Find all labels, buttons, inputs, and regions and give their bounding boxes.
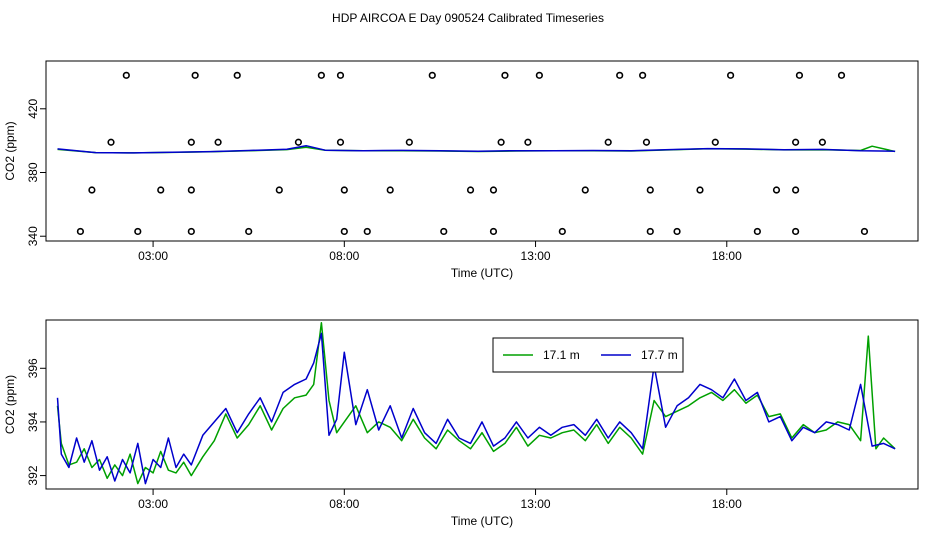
- data-point: [122, 71, 130, 79]
- x-tick-label: 03:00: [138, 497, 168, 511]
- data-point: [245, 227, 253, 236]
- x-tick-label: 18:00: [712, 497, 742, 511]
- x-tick-label: 13:00: [521, 497, 551, 511]
- series-line-0: [56, 321, 896, 485]
- data-point: [363, 227, 371, 236]
- data-point: [405, 138, 413, 146]
- y-axis-label: CO2 (ppm): [3, 375, 17, 434]
- data-point: [792, 227, 800, 236]
- data-point: [428, 71, 436, 79]
- data-point: [558, 227, 566, 236]
- legend: 17.1 m 17.7 m: [492, 337, 684, 373]
- data-point: [837, 71, 846, 79]
- y-tick-label: 380: [26, 162, 40, 182]
- data-point: [646, 227, 654, 236]
- top-panel-scatter-line: 03:00 08:00 13:00 18:00 340 380 420 Time (UTC) C…: [3, 60, 919, 280]
- legend-entry: 17.7 m: [641, 348, 678, 362]
- data-point: [336, 138, 345, 146]
- series-line-1: [56, 332, 896, 485]
- y-tick-label: 392: [26, 465, 40, 485]
- data-point: [294, 138, 303, 146]
- data-point: [726, 71, 735, 79]
- plot-frame: [45, 60, 919, 242]
- x-axis-label: Time (UTC): [451, 514, 513, 528]
- data-point: [214, 138, 222, 146]
- data-point: [336, 71, 345, 79]
- data-point: [340, 227, 348, 236]
- data-point: [386, 186, 394, 194]
- plot-area: [57, 71, 896, 236]
- data-point: [134, 227, 142, 236]
- x-axis-label: Time (UTC): [451, 266, 513, 280]
- data-point: [275, 186, 283, 194]
- data-point: [76, 227, 85, 236]
- plot-area: [56, 321, 896, 485]
- data-point: [696, 186, 704, 194]
- data-point: [187, 186, 195, 194]
- data-point: [535, 71, 543, 79]
- y-tick-label: 396: [26, 358, 40, 378]
- x-tick-label: 08:00: [329, 497, 359, 511]
- data-point: [187, 227, 195, 236]
- plot-frame: [45, 319, 919, 490]
- data-point: [317, 71, 325, 79]
- data-point: [792, 138, 800, 146]
- data-point: [340, 186, 348, 194]
- data-point: [187, 138, 195, 146]
- data-point: [795, 71, 804, 79]
- data-point: [818, 138, 826, 146]
- data-point: [616, 71, 624, 79]
- legend-entry: 17.1 m: [543, 348, 580, 362]
- y-tick-label: 340: [26, 226, 40, 246]
- data-point: [642, 138, 651, 146]
- data-point: [440, 227, 448, 236]
- data-point: [792, 186, 800, 194]
- data-point: [233, 71, 241, 79]
- data-point: [673, 227, 681, 236]
- data-point: [191, 71, 199, 79]
- data-point: [497, 138, 505, 146]
- data-point: [711, 138, 719, 146]
- figure-title: HDP AIRCOA E Day 090524 Calibrated Times…: [332, 11, 604, 25]
- data-point: [466, 186, 475, 194]
- series-line-1: [57, 144, 896, 154]
- x-tick-label: 18:00: [712, 249, 742, 263]
- x-tick-label: 08:00: [329, 249, 359, 263]
- data-point: [88, 186, 96, 194]
- data-point: [489, 186, 498, 194]
- data-point: [581, 186, 589, 194]
- y-axis-label: CO2 (ppm): [3, 121, 17, 180]
- data-point: [753, 227, 761, 236]
- data-point: [639, 71, 647, 79]
- data-point: [489, 227, 498, 236]
- data-point: [860, 227, 869, 236]
- data-point: [157, 186, 165, 194]
- data-point: [501, 71, 509, 79]
- data-point: [604, 138, 612, 146]
- x-tick-label: 03:00: [138, 249, 168, 263]
- bottom-panel-line: 03:00 08:00 13:00 18:00 392 394 396 Time (UTC) C…: [3, 319, 919, 528]
- data-point: [524, 138, 532, 146]
- y-tick-label: 420: [26, 98, 40, 118]
- data-point: [107, 138, 115, 146]
- x-tick-label: 13:00: [521, 249, 551, 263]
- y-tick-label: 394: [26, 412, 40, 432]
- data-point: [772, 186, 781, 194]
- data-point: [646, 186, 654, 194]
